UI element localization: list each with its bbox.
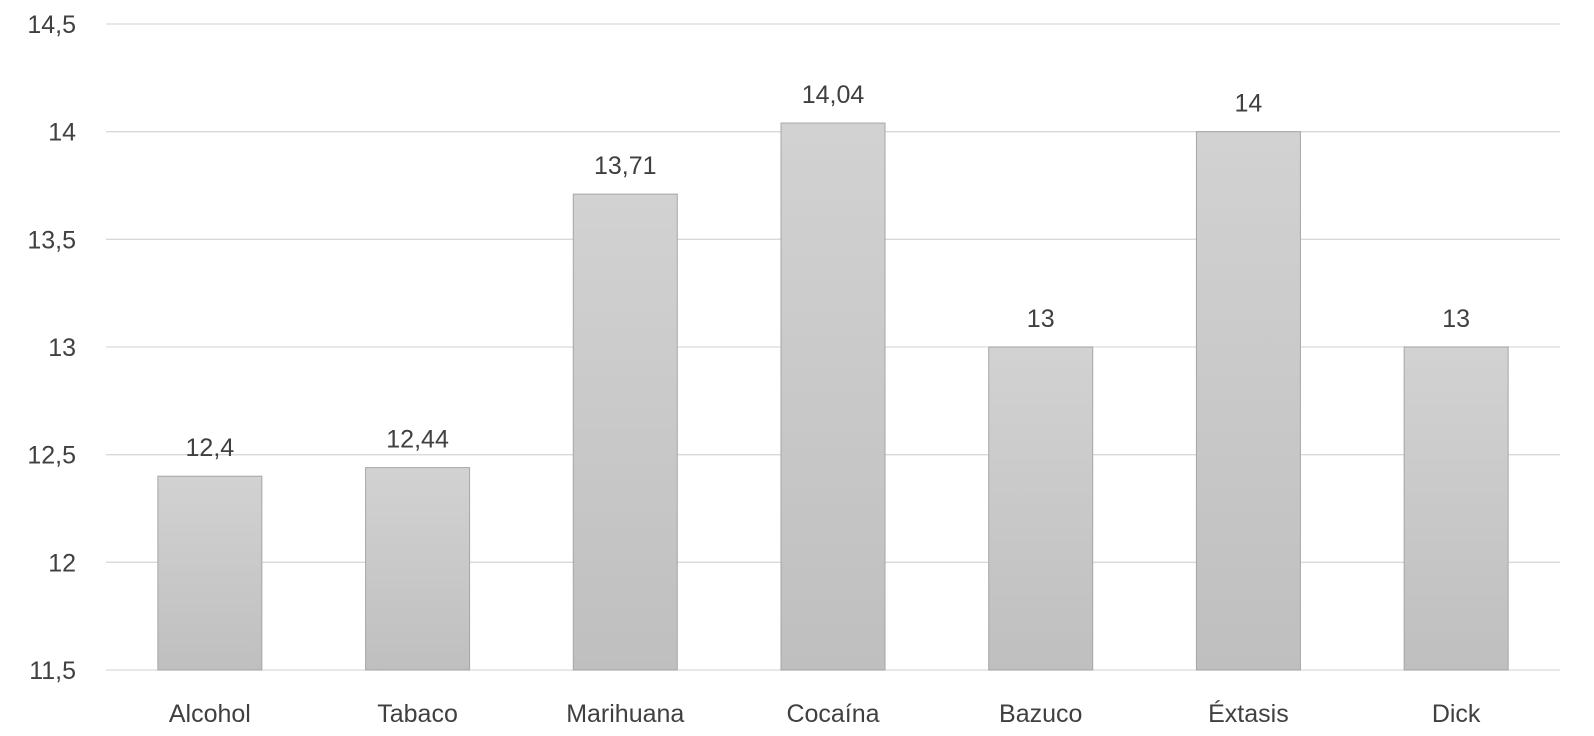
bar-alcohol <box>157 475 263 671</box>
bar-éxtasis <box>1195 131 1301 671</box>
data-label: 12,4 <box>186 434 235 462</box>
x-tick-label: Éxtasis <box>1208 699 1289 728</box>
y-axis-tick-labels: 11,5 12 12,5 13 13,5 14 14,5 <box>27 11 76 685</box>
y-tick-label: 13 <box>48 334 76 362</box>
x-tick-label: Tabaco <box>377 700 458 728</box>
x-tick-label: Dick <box>1432 700 1481 728</box>
y-tick-label: 14 <box>48 119 76 147</box>
data-label: 13 <box>1027 305 1055 333</box>
bar-bazuco <box>988 346 1094 671</box>
bar-tabaco <box>365 467 471 671</box>
bar-marihuana <box>572 193 678 671</box>
data-label: 14 <box>1235 90 1263 118</box>
data-labels: 12,4 12,44 13,71 14,04 13 14 13 <box>186 81 1471 462</box>
bars <box>157 122 1509 671</box>
y-tick-label: 11,5 <box>29 657 76 685</box>
x-tick-label: Marihuana <box>566 700 684 728</box>
data-label: 14,04 <box>802 81 865 109</box>
bar-cocaína <box>780 122 886 671</box>
x-axis-tick-labels: Alcohol Tabaco Marihuana Cocaína Bazuco Éxtas… <box>169 699 1481 728</box>
data-label: 13,71 <box>594 152 657 180</box>
data-label: 12,44 <box>386 426 449 454</box>
y-tick-label: 13,5 <box>27 226 76 254</box>
x-tick-label: Bazuco <box>999 700 1082 728</box>
x-tick-label: Cocaína <box>786 700 879 728</box>
y-tick-label: 12,5 <box>27 442 76 470</box>
y-tick-label: 14,5 <box>27 11 76 39</box>
x-tick-label: Alcohol <box>169 700 251 728</box>
bar-dick <box>1403 346 1509 671</box>
y-tick-label: 12 <box>48 549 76 577</box>
data-label: 13 <box>1442 305 1470 333</box>
